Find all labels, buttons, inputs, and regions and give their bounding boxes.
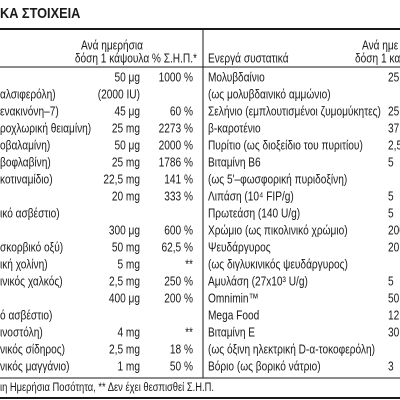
- nutrient-name: οβαλαμίνη): [0, 138, 50, 152]
- amount: 3: [388, 359, 394, 373]
- amount: 20: [388, 240, 400, 254]
- nutrient-name: ική χολίνη): [0, 257, 48, 271]
- amount: 22,5 mg: [103, 172, 140, 186]
- nutrient-name: ικό ασβέστιο): [0, 206, 60, 220]
- title: ΚΑ ΣΤΟΙΧΕΙΑ: [0, 4, 80, 21]
- ingredient-name: Πυρίτιο (ως διοξείδιο του πυριτίου): [208, 138, 363, 152]
- amount: 45 μg: [114, 104, 140, 118]
- amount: 25: [388, 70, 399, 84]
- amount: 2,5 mg: [109, 274, 140, 288]
- percent-dv: 600 %: [164, 223, 193, 237]
- ingredient-name: (ως 5'–φωσφορική πυριδοξίνη): [208, 172, 347, 186]
- nutrient-name: ροχλωρική θειαμίνη): [0, 121, 91, 135]
- ingredient-name: Βόριο (ως βορικό νάτριο): [208, 359, 321, 373]
- percent-dv: 2000 %: [159, 138, 193, 152]
- percent-dv: 2273 %: [159, 121, 193, 135]
- nutrient-name: σκορβικό οξύ): [0, 240, 63, 254]
- amount: (2000 IU): [98, 87, 140, 101]
- ingredient-name: Βιταμίνη Β6: [208, 155, 261, 169]
- amount: 25 mg: [112, 155, 140, 169]
- percent-dv: **: [185, 257, 193, 271]
- amount: 1 mg: [117, 359, 140, 373]
- footnote: ιη Ημερήσια Ποσότητα, ** Δεν έχει θεσπισ…: [0, 381, 214, 394]
- amount: 5: [388, 206, 394, 220]
- amount: 25 mg: [112, 121, 140, 135]
- percent-dv: **: [185, 325, 193, 339]
- percent-dv: 50 %: [170, 359, 193, 373]
- percent-dv: 1000 %: [159, 70, 193, 84]
- percent-dv: 62,5 %: [161, 240, 193, 254]
- ingredient-name: (ως μολυβδαινικό αμμώνιο): [208, 87, 331, 101]
- amount: 400 μg: [109, 291, 140, 305]
- percent-dv: 200 %: [164, 291, 193, 305]
- ingredient-name: Mega Food: [208, 308, 259, 322]
- ingredient-name: Χρώμιο (ως πικολινικό χρώμιο): [208, 223, 348, 237]
- amount: 50 mg: [112, 240, 140, 254]
- amount: 20 mg: [112, 189, 140, 203]
- amount: 12,5: [388, 308, 400, 322]
- nutrient-name: ενακινόνη–7): [0, 104, 59, 118]
- amount: 300 μg: [109, 223, 140, 237]
- amount: 4 mg: [117, 325, 140, 339]
- percent-dv: 250 %: [164, 274, 193, 288]
- amount: 2,5 mg: [109, 342, 140, 356]
- amount: 50 μg: [114, 70, 140, 84]
- amount: 37,5: [388, 121, 400, 135]
- header-amount: Ανά ημερήσια: [81, 38, 143, 52]
- percent-dv: 333 %: [164, 189, 193, 203]
- amount: 5: [388, 189, 394, 203]
- nutrient-name: ινικός χαλκός): [0, 274, 63, 288]
- amount: 25: [388, 104, 399, 118]
- ingredient-name: (ως όξινη ηλεκτρική D-α-τοκοφερόλη): [208, 342, 375, 356]
- nutrient-name: νικός μαγγάνιο): [0, 359, 70, 373]
- ingredient-name: Μολυβδαίνιο: [208, 70, 265, 84]
- ingredient-name: Omnimin™: [208, 291, 259, 305]
- amount: 2,5: [388, 138, 400, 152]
- amount: 5: [388, 274, 394, 288]
- header-amount: δόση 1 κα: [355, 51, 400, 65]
- nutrient-name: βοφλαβίνη): [0, 155, 51, 169]
- percent-dv: 1786 %: [159, 155, 193, 169]
- nutrient-name: νικός σίδηρος): [0, 342, 65, 356]
- nutrient-name: αλσιφερόλη): [0, 87, 56, 101]
- ingredient-name: Βιταμίνη Ε: [208, 325, 255, 339]
- ingredient-name: Λιπάση (10⁴ FIP/g): [208, 189, 294, 203]
- percent-dv: 60 %: [170, 104, 193, 118]
- percent-dv: 141 %: [164, 172, 193, 186]
- header-name: Ενεργά συστατικά: [208, 51, 289, 65]
- nutrient-name: κοτιναμίδιο): [0, 172, 53, 186]
- ingredient-name: β-καροτένιο: [208, 121, 261, 135]
- header-percent: % Σ.Η.Π.*: [152, 51, 197, 65]
- amount: 5 mg: [117, 257, 140, 271]
- nutrient-name: ινοστόλη): [0, 325, 43, 339]
- amount: 30: [388, 325, 400, 339]
- ingredient-name: Ψευδάργυρος: [208, 240, 271, 254]
- amount: 50: [388, 291, 400, 305]
- amount: 200: [388, 223, 400, 237]
- header-amount: Ανά ημε: [362, 38, 398, 52]
- percent-dv: 18 %: [170, 342, 193, 356]
- nutrient-name: ό ασβέστιο): [0, 308, 52, 322]
- ingredient-name: Αμυλάση (27x10³ U/g): [208, 274, 308, 288]
- header-amount: δόση 1 κάψουλα: [75, 51, 150, 65]
- ingredient-name: (ως διγλυκινικός ψευδάργυρος): [208, 257, 348, 271]
- amount: 50 μg: [114, 138, 140, 152]
- amount: 5: [388, 155, 394, 169]
- ingredient-name: Σελήνιο (εμπλουτισμένοι ζυμομύκητες): [208, 104, 381, 118]
- ingredient-name: Πρωτεάση (140 U/g): [208, 206, 300, 220]
